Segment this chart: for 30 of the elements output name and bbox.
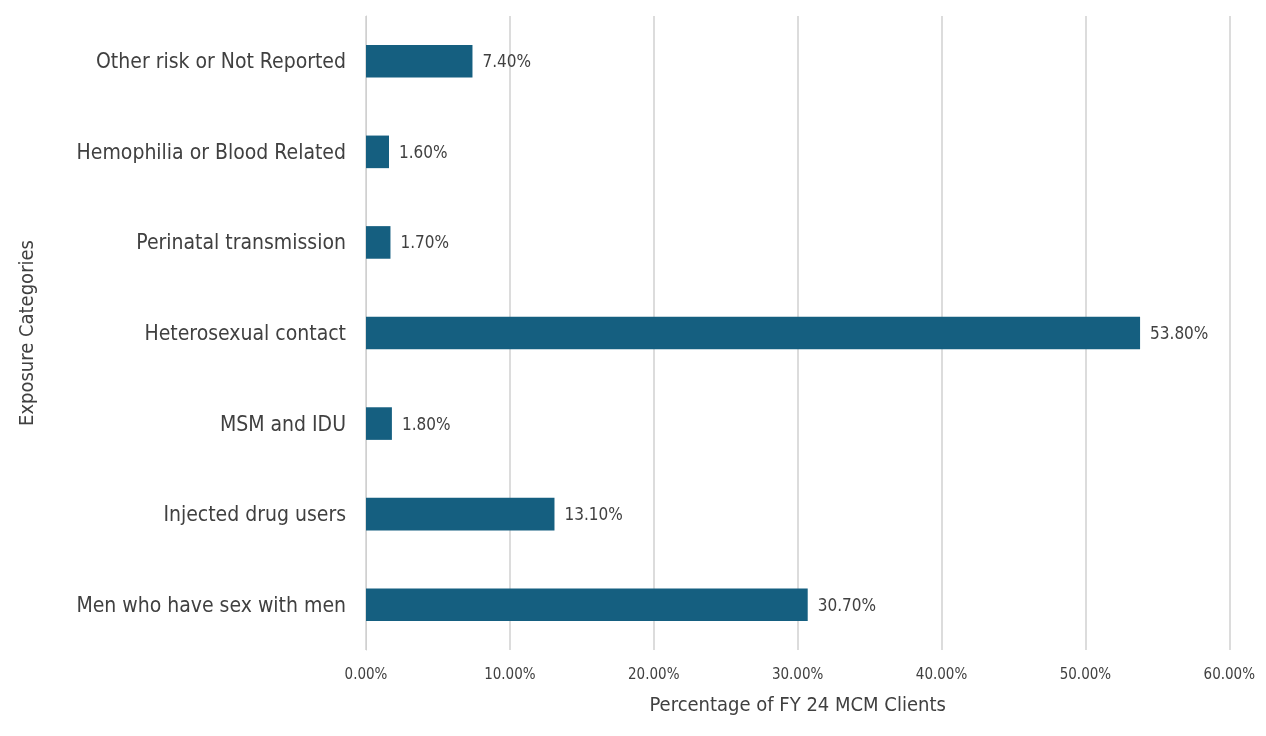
x-tick-label: 30.00% xyxy=(771,664,824,683)
y-tick-label: Men who have sex with men xyxy=(76,592,346,617)
y-tick-label: Perinatal transmission xyxy=(136,230,346,255)
x-axis-title: Percentage of FY 24 MCM Clients xyxy=(649,692,946,716)
bar xyxy=(366,135,390,169)
x-tick-label: 60.00% xyxy=(1203,664,1256,683)
x-tick-label: 20.00% xyxy=(628,664,680,683)
bar xyxy=(366,44,473,78)
y-tick-label: MSM and IDU xyxy=(219,411,346,436)
bar xyxy=(366,497,555,531)
x-tick-label: 10.00% xyxy=(484,664,536,683)
data-label: 53.80% xyxy=(1150,323,1209,343)
bar xyxy=(366,407,392,440)
x-tick-label: 50.00% xyxy=(1059,664,1112,683)
y-tick-label: Hemophilia or Blood Related xyxy=(76,139,346,164)
bar xyxy=(366,588,808,622)
y-tick-label: Other risk or Not Reported xyxy=(96,49,346,74)
y-tick-label: Injected drug users xyxy=(163,502,346,527)
data-label: 7.40% xyxy=(482,51,532,72)
data-label: 1.60% xyxy=(399,141,448,162)
x-tick-label: 0.00% xyxy=(344,664,388,683)
data-label: 13.10% xyxy=(564,504,623,525)
data-label: 1.70% xyxy=(400,232,450,253)
bar xyxy=(366,226,391,259)
bar xyxy=(366,316,1141,350)
y-tick-label: Heterosexual contact xyxy=(144,321,346,345)
x-tick-label: 40.00% xyxy=(915,664,968,683)
data-label: 30.70% xyxy=(817,594,877,615)
y-axis-title: Exposure Categories xyxy=(14,240,38,426)
data-label: 1.80% xyxy=(401,413,451,434)
